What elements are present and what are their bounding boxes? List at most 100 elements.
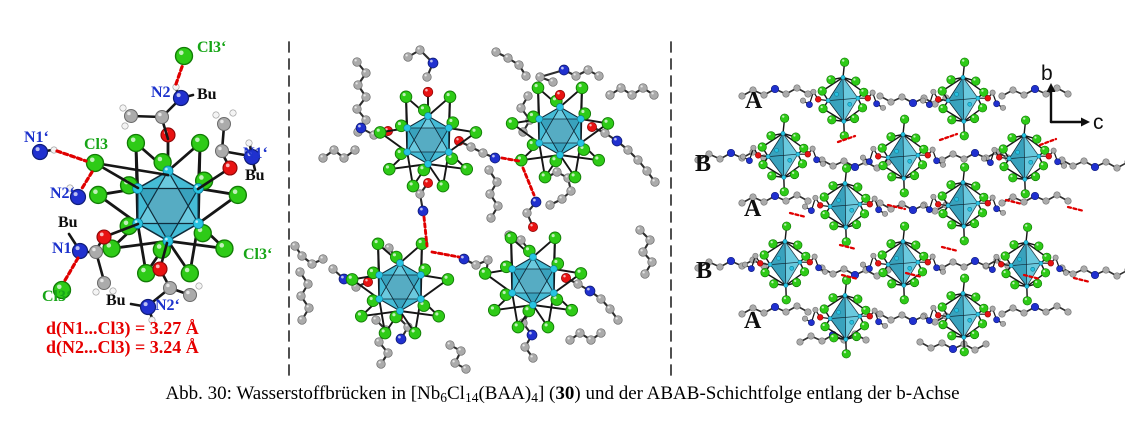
nb-atom (843, 337, 849, 342)
atom-highlight (939, 193, 942, 196)
ligand-atom (940, 161, 946, 168)
nb-atom (849, 207, 855, 213)
atom-highlight (507, 234, 511, 238)
atom-highlight (759, 144, 762, 147)
atom-highlight (598, 296, 601, 299)
atom-label: N2 (151, 84, 171, 101)
atom-highlight (949, 333, 952, 336)
ligand-atom (1000, 209, 1006, 216)
chain-atom (716, 155, 724, 163)
nb-atom (767, 262, 773, 267)
atom-highlight (516, 62, 519, 65)
ligand-atom (812, 306, 819, 313)
atom-highlight (219, 243, 225, 248)
atom-highlight (481, 269, 485, 273)
atom-highlight (165, 167, 168, 171)
cluster-bond (166, 239, 226, 250)
chain-atom (415, 45, 425, 55)
nb-atom (945, 314, 951, 319)
ligand-atom (820, 160, 826, 167)
h-atom (148, 316, 156, 324)
ligand-atom (882, 210, 888, 217)
atom-highlight (424, 74, 427, 77)
atom-highlight (604, 119, 608, 123)
atom-highlight (1010, 175, 1013, 178)
atom-highlight (354, 59, 357, 62)
caption-baa: (BAA) (478, 383, 532, 404)
atom-highlight (417, 191, 420, 194)
cl-terminal-atom (136, 264, 156, 283)
atom-highlight (831, 223, 834, 226)
cluster-face (888, 241, 904, 286)
chain-atom (307, 259, 317, 269)
chain-atom (642, 166, 652, 176)
nb-atom (1006, 156, 1012, 161)
ligand-atom (802, 203, 808, 210)
cl-atom (937, 86, 947, 96)
ligand-atom (860, 261, 866, 268)
chain-atom (523, 91, 533, 101)
ligand-atom (920, 202, 926, 209)
cl-terminal-atom (575, 81, 589, 95)
atom-highlight (577, 269, 581, 273)
chain-atom (613, 315, 623, 325)
chain-atom (422, 72, 432, 82)
chain-atom (1102, 266, 1110, 274)
cl-atom (1032, 134, 1042, 144)
chain-atom (483, 255, 493, 265)
caption-rest: ) und der ABAB-Schichtfolge entlang der … (574, 383, 960, 404)
chain-atom (596, 294, 606, 304)
atom-highlight (829, 117, 832, 120)
chain-atom (605, 304, 615, 314)
nb-atom (403, 148, 411, 156)
chain-atom (1064, 90, 1072, 98)
h-atom (195, 282, 203, 290)
cluster-face (948, 182, 964, 227)
cl-atom (819, 304, 829, 314)
atom-highlight (614, 137, 617, 141)
atom-highlight (901, 297, 905, 300)
atom-highlight (862, 211, 865, 214)
ligand-atom (866, 158, 873, 165)
atom-highlight (409, 182, 413, 186)
chain-atom (1020, 309, 1028, 317)
cluster-edge (1008, 155, 1040, 159)
cl-atom (1001, 269, 1011, 279)
atom-label: N1‘ (24, 129, 49, 146)
atom-highlight (297, 269, 300, 272)
atom-highlight (913, 135, 916, 138)
chain-atom (738, 310, 746, 318)
cl-atom (1030, 171, 1041, 182)
nb-atom (774, 147, 779, 153)
atom-highlight (534, 84, 538, 88)
ligand-atom (935, 312, 942, 319)
atom-highlight (921, 146, 924, 149)
n-atom (31, 143, 49, 161)
nb-atom (577, 115, 585, 123)
atom-highlight (607, 306, 610, 309)
chain-atom (548, 77, 558, 87)
ligand-atom (812, 194, 819, 201)
atom-highlight (420, 207, 423, 211)
chain-atom (573, 279, 583, 289)
cl-terminal-atom (432, 309, 446, 323)
chain-atom (876, 310, 884, 318)
atom-highlight (782, 115, 785, 118)
cluster-face (785, 241, 800, 286)
atom-highlight (793, 134, 796, 137)
ligand-atom (984, 95, 991, 102)
atom-highlight (514, 323, 518, 327)
atom-highlight (385, 350, 388, 353)
panel-left-hbond-detail: Cl3‘ N2 Bu N1‘ Cl3 N1‘ Bu N2‘ Bu N1 Cl3‘ Cl3‘ Bu N2‘ d… (24, 39, 272, 358)
chain-atom (1042, 308, 1050, 316)
ligand-atom (993, 316, 1000, 324)
ligand-atom (875, 260, 882, 267)
chain-atom (931, 318, 939, 326)
atom-highlight (961, 349, 965, 352)
layer-label: A (744, 308, 762, 334)
chain-atom (296, 291, 306, 301)
atom-highlight (795, 242, 798, 245)
chain-atom (586, 335, 596, 345)
chain-atom (361, 92, 371, 102)
hydrogen-bond (430, 250, 461, 259)
